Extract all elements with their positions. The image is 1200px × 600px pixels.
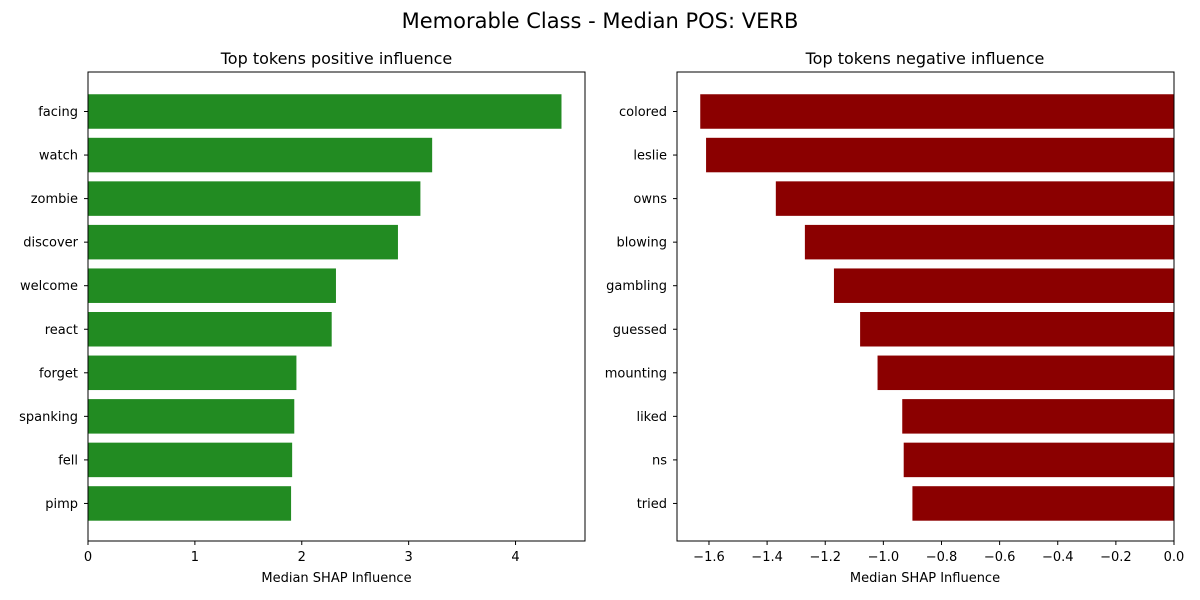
negative-y-tick-label: owns	[633, 192, 667, 207]
negative-x-tick-label: −0.4	[1042, 550, 1074, 565]
positive-y-tick-label: discover	[23, 236, 78, 251]
positive-influence-panel: Top tokens positive influence facing watc…	[19, 49, 586, 586]
negative-bar-blowing	[804, 224, 1174, 260]
negative-panel-title: Top tokens negative influence	[805, 49, 1045, 68]
negative-bar-ns	[903, 442, 1174, 478]
positive-bar-fell	[88, 442, 293, 478]
negative-bar-tried	[912, 486, 1174, 521]
negative-x-tick-label: 0.0	[1164, 550, 1185, 565]
negative-bar-liked	[902, 399, 1174, 434]
positive-bar-pimp	[88, 486, 292, 521]
negative-x-ticks: −1.6 −1.4 −1.2 −1.0 −0.8 −0.6 −0.4 −0.2 0.0	[693, 541, 1184, 565]
positive-bar-facing	[88, 94, 562, 129]
negative-bar-colored	[700, 94, 1174, 129]
positive-y-tick-label: zombie	[31, 192, 78, 207]
negative-y-tick-label: gambling	[606, 279, 667, 294]
negative-bar-mounting	[877, 355, 1174, 391]
positive-y-tick-label: welcome	[20, 279, 78, 294]
negative-x-tick-label: −0.2	[1100, 550, 1132, 565]
negative-y-tick-label: tried	[637, 497, 667, 512]
negative-y-tick-label: ns	[652, 453, 667, 468]
negative-x-tick-label: −0.8	[926, 550, 958, 565]
positive-bar-discover	[88, 224, 398, 260]
negative-bar-gambling	[833, 268, 1174, 303]
positive-y-tick-label: pimp	[45, 497, 78, 512]
negative-y-ticks: colored leslie owns blowing gambling guessed m…	[605, 105, 677, 512]
negative-influence-panel: Top tokens negative influence colored les…	[605, 49, 1185, 586]
negative-bars	[700, 94, 1174, 521]
negative-y-tick-label: leslie	[633, 149, 667, 164]
negative-x-tick-label: −1.2	[809, 550, 841, 565]
positive-x-tick-label: 3	[405, 550, 413, 565]
negative-x-tick-label: −0.6	[984, 550, 1016, 565]
negative-y-tick-label: blowing	[616, 236, 667, 251]
negative-x-tick-label: −1.6	[693, 550, 725, 565]
negative-x-tick-label: −1.4	[751, 550, 783, 565]
figure-title: Memorable Class - Median POS: VERB	[402, 9, 799, 33]
positive-x-axis-label: Median SHAP Influence	[261, 571, 411, 586]
negative-axes-frame	[676, 71, 1175, 542]
positive-x-tick-label: 2	[298, 550, 306, 565]
negative-bar-owns	[775, 181, 1174, 216]
negative-y-tick-label: guessed	[613, 323, 667, 338]
positive-x-tick-label: 1	[191, 550, 199, 565]
positive-bar-react	[88, 312, 332, 347]
positive-x-ticks: 0 1 2 3 4	[84, 541, 520, 565]
positive-bars	[88, 94, 562, 521]
negative-y-tick-label: colored	[619, 105, 667, 120]
positive-bar-zombie	[88, 181, 421, 216]
positive-y-ticks: facing watch zombie discover welcome react for…	[19, 105, 88, 512]
negative-bar-leslie	[706, 137, 1174, 173]
positive-axes-frame	[87, 71, 586, 542]
positive-y-tick-label: fell	[58, 453, 78, 468]
negative-bar-guessed	[860, 312, 1174, 347]
positive-y-tick-label: spanking	[19, 410, 78, 425]
positive-y-tick-label: watch	[39, 149, 78, 164]
positive-bar-watch	[88, 137, 433, 173]
positive-x-tick-label: 4	[511, 550, 519, 565]
positive-bar-spanking	[88, 399, 295, 434]
positive-panel-title: Top tokens positive influence	[220, 49, 453, 68]
negative-y-tick-label: mounting	[605, 366, 667, 381]
positive-bar-forget	[88, 355, 297, 391]
negative-y-tick-label: liked	[636, 410, 667, 425]
positive-bar-welcome	[88, 268, 336, 303]
positive-y-tick-label: forget	[39, 366, 78, 381]
positive-y-tick-label: facing	[38, 105, 78, 120]
negative-x-tick-label: −1.0	[868, 550, 900, 565]
positive-y-tick-label: react	[45, 323, 78, 338]
positive-x-tick-label: 0	[84, 550, 92, 565]
negative-x-axis-label: Median SHAP Influence	[850, 571, 1000, 586]
